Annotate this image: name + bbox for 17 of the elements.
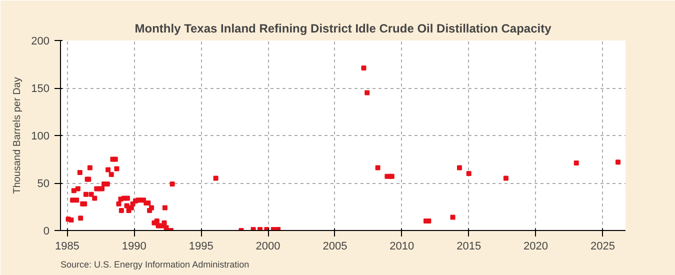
x-tick-label: 1995 (188, 240, 214, 252)
x-tick-label: 1990 (122, 240, 146, 252)
chart-title: Monthly Texas Inland Refining District Idle Crude Oil Distillation Capacity (134, 22, 552, 36)
y-tick-label: 150 (31, 83, 50, 95)
y-axis-title: Thousand Barrels per Day (12, 77, 24, 194)
y-tick-label: 100 (31, 130, 50, 142)
x-tick-label: 2005 (322, 240, 348, 252)
y-tick-label: 200 (31, 36, 50, 48)
source-note: Source: U.S. Energy Information Administration (60, 260, 250, 270)
x-tick-label: 2010 (390, 240, 414, 252)
x-tick-label: 2025 (590, 240, 615, 252)
y-tick-label: 0 (43, 226, 50, 238)
x-tick-label: 2015 (456, 240, 482, 252)
x-tick-label: 2020 (524, 240, 548, 252)
x-tick-label: 2000 (256, 240, 280, 252)
x-tick-label: 1985 (54, 240, 80, 252)
y-tick-label: 50 (37, 178, 50, 190)
